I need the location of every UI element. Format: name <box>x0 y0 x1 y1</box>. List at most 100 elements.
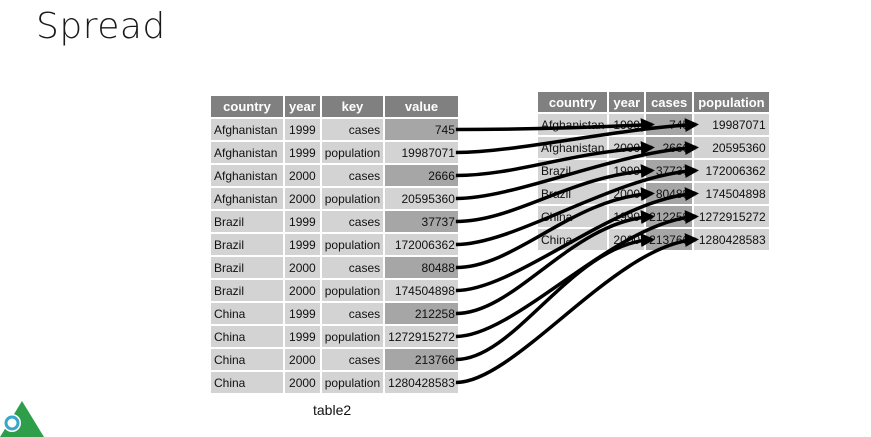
table2-cell-country: China <box>211 303 283 324</box>
table2-cell-value: 172006362 <box>385 234 458 255</box>
table2-cell-year: 2000 <box>285 280 320 301</box>
table-caption: table2 <box>313 402 352 418</box>
spread-arrow <box>455 233 699 385</box>
table2-header-key: key <box>321 96 384 117</box>
table1-header-cases: cases <box>646 92 693 112</box>
table2-cell-year: 2000 <box>285 349 320 370</box>
table2-row: Afghanistan 1999 cases 745 <box>211 119 458 140</box>
table2-cell-key: population <box>321 142 384 163</box>
table2-cell-value: 174504898 <box>385 280 458 301</box>
table1-cell-country: China <box>538 206 608 227</box>
table2-row: China 1999 population 1272915272 <box>211 326 458 347</box>
table1-row: Afghanistan 2000 2666 20595360 <box>538 137 769 158</box>
table1-cell-population: 19987071 <box>694 114 769 135</box>
table2-cell-key: cases <box>321 211 384 232</box>
table1-header-row: country year cases population <box>538 92 769 112</box>
table2-cell-country: China <box>211 349 283 370</box>
table2-cell-year: 2000 <box>285 188 320 209</box>
table2-cell-year: 1999 <box>285 211 320 232</box>
table2-cell-key: cases <box>321 349 384 370</box>
table2-row: Brazil 2000 cases 80488 <box>211 257 458 278</box>
table1-cell-population: 1272915272 <box>694 206 769 227</box>
table2-cell-value: 1272915272 <box>385 326 458 347</box>
table1-row: Brazil 2000 80488 174504898 <box>538 183 769 204</box>
table1-header-population: population <box>694 92 769 112</box>
table2-cell-country: Brazil <box>211 211 283 232</box>
table2-cell-value: 213766 <box>385 349 458 370</box>
table2-row: China 2000 population 1280428583 <box>211 372 458 393</box>
table2-header-year: year <box>285 96 320 117</box>
table2-cell-value: 2666 <box>385 165 458 186</box>
table1-cell-cases: 80488 <box>646 183 693 204</box>
table2-cell-country: Afghanistan <box>211 165 283 186</box>
table1-row: Afghanistan 1999 745 19987071 <box>538 114 769 135</box>
table1-header-country: country <box>538 92 608 112</box>
table2-row: Brazil 2000 population 174504898 <box>211 280 458 301</box>
table2-row: Afghanistan 2000 population 20595360 <box>211 188 458 209</box>
table1-cell-population: 172006362 <box>694 160 769 181</box>
table2-header-value: value <box>385 96 458 117</box>
table2-cell-country: China <box>211 372 283 393</box>
table1-cell-country: Afghanistan <box>538 137 608 158</box>
table1-row: China 1999 212258 1272915272 <box>538 206 769 227</box>
table2-row: Afghanistan 2000 cases 2666 <box>211 165 458 186</box>
table2-cell-year: 1999 <box>285 326 320 347</box>
table2-row: Brazil 1999 cases 37737 <box>211 211 458 232</box>
table1-cell-cases: 2666 <box>646 137 693 158</box>
table2-cell-key: cases <box>321 257 384 278</box>
table1-row: China 2000 213766 1280428583 <box>538 229 769 250</box>
rstudio-logo-icon <box>0 401 44 437</box>
table2-cell-year: 2000 <box>285 165 320 186</box>
table1-cell-population: 1280428583 <box>694 229 769 250</box>
table1-cell-year: 1999 <box>609 114 645 135</box>
table2-row: Brazil 1999 population 172006362 <box>211 234 458 255</box>
table2-cell-country: Afghanistan <box>211 142 283 163</box>
table2-cell-value: 19987071 <box>385 142 458 163</box>
table1-cell-year: 2000 <box>609 229 645 250</box>
table2-cell-country: Brazil <box>211 257 283 278</box>
table1-cell-cases: 745 <box>646 114 693 135</box>
table1-cell-cases: 37737 <box>646 160 693 181</box>
table2-header-row: country year key value <box>211 96 458 117</box>
table2-cell-value: 80488 <box>385 257 458 278</box>
table2-long: country year key value Afghanistan 1999 ca… <box>209 94 460 395</box>
table1-cell-country: China <box>538 229 608 250</box>
table2-row: Afghanistan 1999 population 19987071 <box>211 142 458 163</box>
table2-cell-country: Afghanistan <box>211 188 283 209</box>
table2-cell-key: population <box>321 372 384 393</box>
table2-cell-country: Brazil <box>211 280 283 301</box>
table1-cell-year: 2000 <box>609 137 645 158</box>
table2-row: China 2000 cases 213766 <box>211 349 458 370</box>
slide-title: Spread <box>36 6 166 47</box>
table2-cell-country: Afghanistan <box>211 119 283 140</box>
table2-cell-year: 2000 <box>285 257 320 278</box>
table1-cell-year: 2000 <box>609 183 645 204</box>
table2-cell-value: 212258 <box>385 303 458 324</box>
table2-cell-year: 1999 <box>285 119 320 140</box>
table1-cell-year: 1999 <box>609 160 645 181</box>
table2-cell-value: 20595360 <box>385 188 458 209</box>
table1-cell-country: Brazil <box>538 160 608 181</box>
table1-wide: country year cases population Afghanista… <box>536 90 771 252</box>
table2-cell-key: population <box>321 326 384 347</box>
table1-cell-cases: 213766 <box>646 229 693 250</box>
spread-arrow <box>455 233 655 362</box>
table1-header-year: year <box>609 92 645 112</box>
table2-cell-value: 1280428583 <box>385 372 458 393</box>
table2-cell-year: 1999 <box>285 234 320 255</box>
table2-cell-country: China <box>211 326 283 347</box>
table1-row: Brazil 1999 37737 172006362 <box>538 160 769 181</box>
table2-cell-key: cases <box>321 303 384 324</box>
table2-cell-key: cases <box>321 165 384 186</box>
table1-cell-population: 20595360 <box>694 137 769 158</box>
table1-cell-population: 174504898 <box>694 183 769 204</box>
table2-cell-country: Brazil <box>211 234 283 255</box>
table2-cell-value: 37737 <box>385 211 458 232</box>
table2-cell-key: population <box>321 280 384 301</box>
table1-cell-cases: 212258 <box>646 206 693 227</box>
table2-cell-year: 1999 <box>285 142 320 163</box>
table2-cell-year: 2000 <box>285 372 320 393</box>
table2-cell-year: 1999 <box>285 303 320 324</box>
table2-row: China 1999 cases 212258 <box>211 303 458 324</box>
table2-header-country: country <box>211 96 283 117</box>
